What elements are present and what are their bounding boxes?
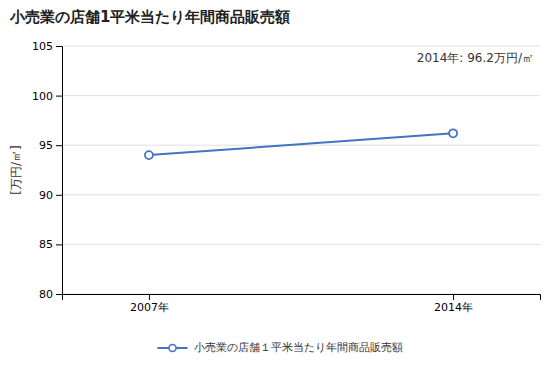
y-tick: 85 [39,238,62,251]
x-axis-line [63,295,541,301]
y-tick: 95 [39,139,62,152]
y-tick: 105 [32,40,62,53]
x-tick-mark [453,294,454,300]
y-tick-mark [56,46,62,47]
title: 小売業の店舗1平米当たり年間商品販売額 [9,8,290,26]
grid [62,46,540,294]
y-tick-mark [56,96,62,97]
y-axis-title: [万円/㎡] [9,145,23,194]
line [149,133,453,155]
x-tick: 2007年 [130,294,169,314]
y-tick-label: 85 [39,238,53,251]
grid-line [62,95,540,96]
marker [145,151,153,159]
y-tick-mark [56,195,62,196]
y-tick-label: 95 [39,139,53,152]
y-tick-label: 100 [32,90,53,103]
x-tick: 2014年 [434,294,473,314]
y-tick-label: 80 [39,288,53,301]
plot-area [145,129,457,159]
legend: 小売業の店舗１平米当たり年間商品販売額 [158,341,403,354]
chart: 小売業の店舗1平米当たり年間商品販売額 2007年 2014年 80 85 90 95 100… [0,0,560,366]
x-tick-label: 2007年 [130,301,169,314]
y-tick-mark [56,294,62,295]
legend-marker [169,344,176,351]
legend-label: 小売業の店舗１平米当たり年間商品販売額 [194,341,403,354]
y-tick-mark [56,244,62,245]
y-tick: 90 [39,189,62,202]
y-tick-label: 90 [39,189,53,202]
grid-line [62,194,540,195]
annotation: 2014年: 96.2万円/㎡ [417,51,534,65]
y-tick: 100 [32,90,62,103]
grid-line [62,46,540,47]
y-tick-mark [56,145,62,146]
y-tick: 80 [39,288,62,301]
legend-item: 小売業の店舗１平米当たり年間商品販売額 [158,341,403,354]
y-tick-label: 105 [32,40,53,53]
y-axis-line [56,47,63,295]
grid-line [62,244,540,245]
x-axis: 2007年 2014年 [63,294,541,314]
marker [449,129,457,137]
y-axis: 80 85 90 95 100 105 [32,40,63,301]
x-tick-mark [149,294,150,300]
x-tick-label: 2014年 [434,301,473,314]
